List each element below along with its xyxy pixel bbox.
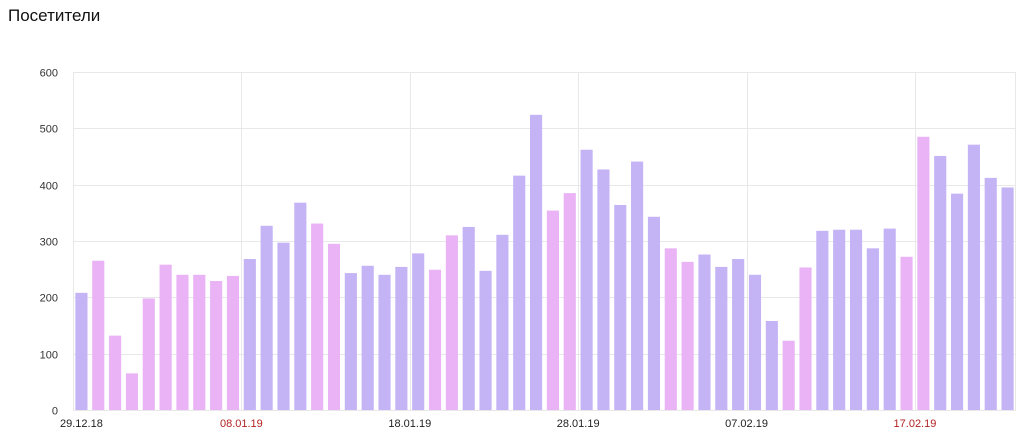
y-tick-label: 600 xyxy=(40,68,58,80)
bar-09.01.19[interactable] xyxy=(260,225,273,410)
bar-09.02.19[interactable] xyxy=(782,340,795,410)
bar-30.12.18[interactable] xyxy=(92,260,105,410)
y-tick-label: 0 xyxy=(52,406,58,418)
bar-22.01.19[interactable] xyxy=(479,270,492,410)
bar-08.02.19[interactable] xyxy=(765,320,778,410)
bar-07.02.19[interactable] xyxy=(748,274,762,410)
bar-25.01.19[interactable] xyxy=(530,114,543,410)
bar-15.01.19[interactable] xyxy=(361,265,374,410)
bar-08.01.19[interactable] xyxy=(243,259,256,410)
bar-10.02.19[interactable] xyxy=(799,267,812,410)
bar-06.01.19[interactable] xyxy=(210,281,223,410)
bar-18.01.19[interactable] xyxy=(412,253,425,410)
y-tick-label: 400 xyxy=(40,181,58,193)
y-tick-label: 300 xyxy=(40,237,58,249)
bar-14.02.19[interactable] xyxy=(866,248,879,410)
bar-30.01.19[interactable] xyxy=(614,204,627,410)
bar-15.02.19[interactable] xyxy=(883,228,896,410)
bar-01.01.19[interactable] xyxy=(125,373,138,410)
bar-20.01.19[interactable] xyxy=(445,235,458,410)
chart-title: Посетители xyxy=(8,6,101,25)
bars xyxy=(75,114,1014,411)
y-tick-label: 100 xyxy=(40,350,58,362)
y-tick-label: 500 xyxy=(40,124,58,136)
bar-21.02.19[interactable] xyxy=(984,177,997,410)
bar-02.02.19[interactable] xyxy=(664,248,677,410)
bar-17.01.19[interactable] xyxy=(395,266,408,410)
bar-11.02.19[interactable] xyxy=(816,230,829,410)
bar-13.01.19[interactable] xyxy=(327,243,341,410)
bar-17.02.19[interactable] xyxy=(917,136,930,410)
bar-10.01.19[interactable] xyxy=(277,242,290,410)
x-tick-label: 18.01.19 xyxy=(388,418,431,430)
bar-14.01.19[interactable] xyxy=(344,273,357,410)
bar-06.02.19[interactable] xyxy=(732,259,745,410)
bar-03.01.19[interactable] xyxy=(159,264,172,410)
bar-21.01.19[interactable] xyxy=(462,226,475,410)
x-tick-label: 28.01.19 xyxy=(557,418,600,430)
bar-13.02.19[interactable] xyxy=(849,229,863,410)
y-tick-label: 200 xyxy=(40,293,58,305)
bar-16.01.19[interactable] xyxy=(378,274,391,410)
x-tick-label: 29.12.18 xyxy=(60,418,103,430)
bar-23.01.19[interactable] xyxy=(496,234,509,410)
bar-16.02.19[interactable] xyxy=(900,256,913,410)
bar-19.02.19[interactable] xyxy=(951,193,964,410)
bar-22.02.19[interactable] xyxy=(1001,187,1014,410)
bar-04.01.19[interactable] xyxy=(176,274,189,410)
bar-03.02.19[interactable] xyxy=(681,261,694,410)
bar-02.01.19[interactable] xyxy=(142,298,155,410)
bar-11.01.19[interactable] xyxy=(294,202,307,410)
x-axis-ticks: 29.12.18 08.01.19 18.01.19 28.01.19 07.02.19… xyxy=(60,418,936,430)
bar-24.01.19[interactable] xyxy=(513,175,526,410)
x-tick-label: 07.02.19 xyxy=(725,418,768,430)
bar-18.02.19[interactable] xyxy=(934,155,947,410)
bar-31.12.18[interactable] xyxy=(109,335,122,410)
bar-12.02.19[interactable] xyxy=(833,229,846,410)
bar-05.01.19[interactable] xyxy=(193,274,206,410)
bar-27.01.19[interactable] xyxy=(563,193,576,410)
y-axis-ticks: 0 100 200 300 400 500 600 xyxy=(40,68,58,418)
x-tick-label: 17.02.19 xyxy=(894,418,937,430)
bar-19.01.19[interactable] xyxy=(428,269,442,410)
bar-20.02.19[interactable] xyxy=(967,144,980,411)
bar-26.01.19[interactable] xyxy=(546,210,559,410)
bar-29.01.19[interactable] xyxy=(597,169,610,410)
bar-12.01.19[interactable] xyxy=(311,223,324,410)
bar-28.01.19[interactable] xyxy=(580,149,593,411)
bar-29.12.18[interactable] xyxy=(75,292,88,410)
bar-31.01.19[interactable] xyxy=(631,161,644,410)
bar-05.02.19[interactable] xyxy=(715,266,728,410)
bar-04.02.19[interactable] xyxy=(698,254,711,410)
bar-01.02.19[interactable] xyxy=(647,216,661,410)
bar-07.01.19[interactable] xyxy=(226,275,240,410)
x-tick-label: 08.01.19 xyxy=(220,418,263,430)
